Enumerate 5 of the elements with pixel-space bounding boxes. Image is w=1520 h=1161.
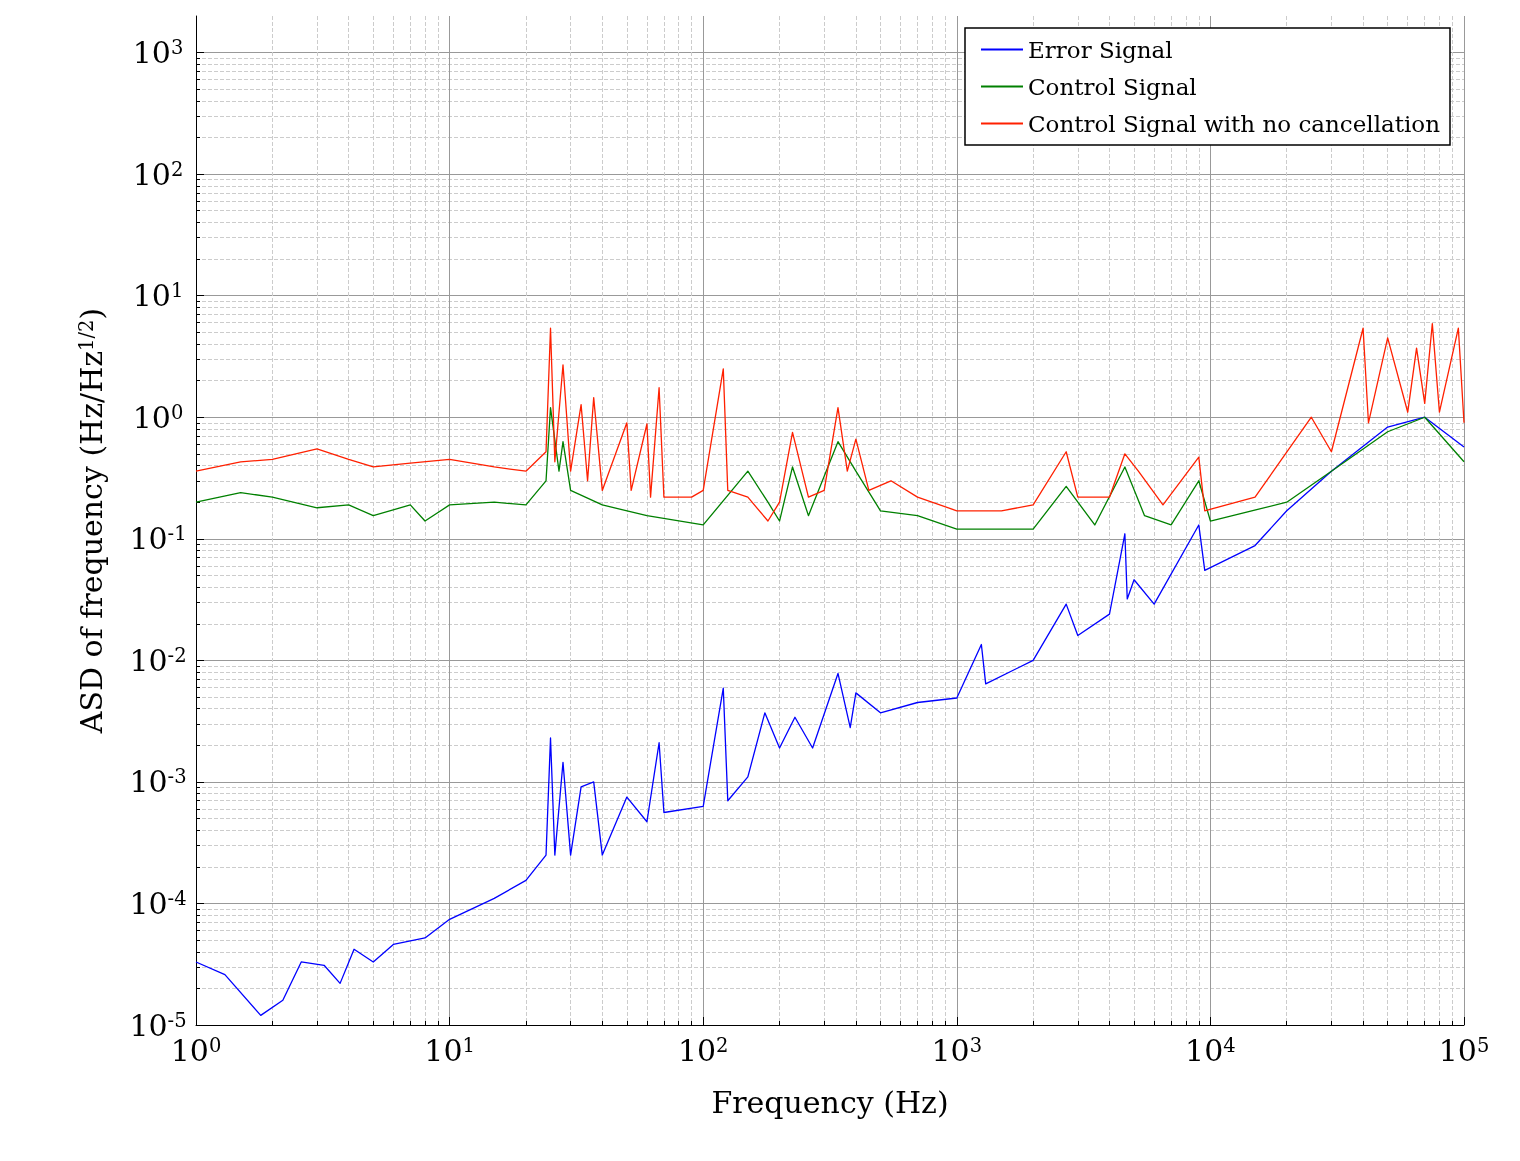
legend-label: Control Signal with no cancellation: [1028, 110, 1441, 137]
legend-label: Error Signal: [1028, 36, 1173, 63]
y-axis-title: ASD of frequency (Hz/Hz1/2): [73, 307, 109, 735]
x-axis-title: Frequency (Hz): [711, 1084, 949, 1120]
legend-label: Control Signal: [1028, 73, 1197, 100]
